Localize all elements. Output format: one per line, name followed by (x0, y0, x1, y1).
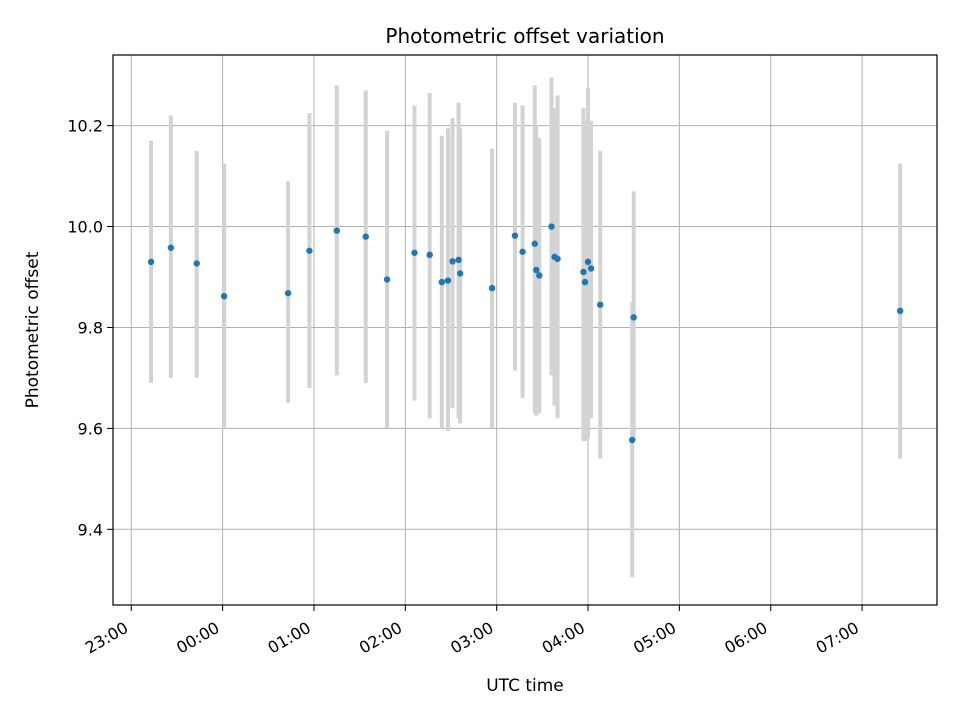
data-point (333, 227, 341, 234)
data-point (628, 436, 636, 444)
data-point (581, 278, 589, 286)
y-axis: 9.4 9.6 9.8 10.0 10.2 (67, 117, 113, 539)
data-point (306, 247, 313, 254)
data-point (548, 223, 555, 230)
plot-frame (112, 54, 938, 606)
data-point (411, 249, 418, 256)
data-point (519, 248, 526, 255)
data-point (896, 307, 904, 315)
data-point (193, 260, 200, 267)
data-point (511, 232, 519, 239)
data-point (147, 258, 155, 266)
data-point (426, 251, 433, 259)
data-point (554, 255, 561, 263)
y-axis-label: Photometric offset (23, 251, 43, 408)
data-point (456, 270, 464, 277)
data-point (455, 256, 462, 264)
y-tick-label: 9.8 (78, 318, 103, 337)
data-point (220, 292, 228, 300)
data-point (630, 314, 637, 321)
data-point (438, 278, 446, 286)
data-point (533, 266, 540, 274)
data-point (449, 258, 456, 265)
data-point (531, 240, 538, 247)
data-point (488, 284, 496, 292)
y-tick-label: 10.0 (67, 218, 103, 237)
data-point (362, 233, 369, 240)
data-point (444, 277, 452, 284)
y-tick-label: 10.2 (67, 117, 103, 136)
x-axis-label: UTC time (486, 676, 564, 696)
data-point (284, 289, 292, 297)
y-tick-label: 9.6 (78, 419, 103, 438)
chart-title: Photometric offset variation (385, 24, 664, 48)
data-point (584, 258, 592, 266)
data-point (580, 268, 587, 276)
data-point (167, 244, 175, 251)
data-point (597, 301, 604, 308)
y-tick-label: 9.4 (78, 520, 103, 539)
data-points (147, 223, 904, 444)
data-point (536, 272, 543, 279)
data-point (383, 276, 391, 283)
data-point (587, 265, 595, 272)
